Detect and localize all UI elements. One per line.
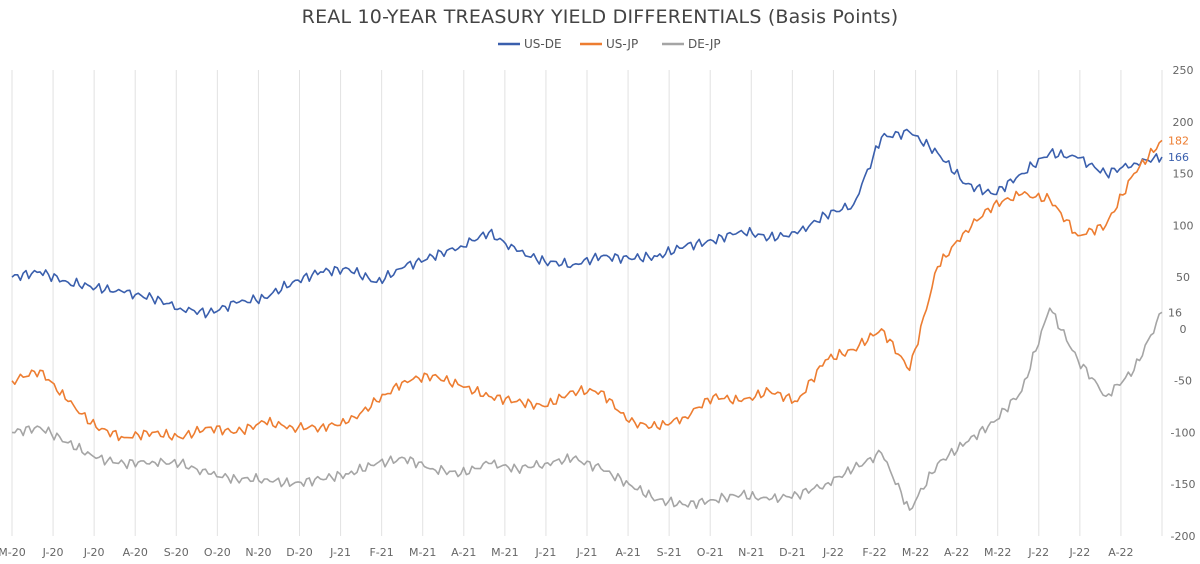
x-tick-label: A-20: [123, 546, 148, 559]
legend-label: US-JP: [606, 37, 638, 51]
end-label: 16: [1168, 306, 1182, 319]
x-tick-label: O-20: [204, 546, 231, 559]
y-tick-label: -100: [1171, 426, 1196, 439]
series-line-us-jp: [11, 139, 1163, 442]
x-tick-label: M-21: [409, 546, 436, 559]
legend-item: US-JP: [580, 37, 638, 51]
legend: US-DE US-JP DE-JP: [498, 37, 721, 51]
x-tick-label: N-21: [738, 546, 764, 559]
x-tick-label: J-22: [822, 546, 844, 559]
legend-item: DE-JP: [662, 37, 721, 51]
x-tick-label: J-20: [42, 546, 64, 559]
x-tick-label: M-22: [902, 546, 929, 559]
y-tick-label: 150: [1173, 168, 1194, 181]
legend-label: US-DE: [524, 37, 562, 51]
x-tick-label: J-21: [329, 546, 351, 559]
x-tick-label: M-21: [491, 546, 518, 559]
series-layer: [11, 128, 1163, 511]
x-tick-label: A-22: [1108, 546, 1133, 559]
chart-title: REAL 10-YEAR TREASURY YIELD DIFFERENTIAL…: [301, 6, 899, 28]
x-tick-label: J-21: [535, 546, 557, 559]
y-tick-label: 50: [1176, 271, 1190, 284]
end-labels: 182 166 16: [1168, 134, 1189, 319]
y-tick-label: 100: [1173, 219, 1194, 232]
x-tick-label: F-21: [369, 546, 393, 559]
y-tick-label: -150: [1171, 478, 1196, 491]
y-tick-label: 0: [1180, 323, 1187, 336]
x-tick-label: S-20: [164, 546, 189, 559]
x-tick-label: A-21: [615, 546, 640, 559]
y-tick-label: 200: [1173, 116, 1194, 129]
x-tick-label: J-20: [83, 546, 105, 559]
end-label: 166: [1168, 151, 1189, 164]
x-tick-label: J-22: [1068, 546, 1090, 559]
legend-label: DE-JP: [688, 37, 721, 51]
y-tick-label: 250: [1173, 64, 1194, 77]
y-axis: 250 200 150 100 50 0 -50 -100 -150 -200: [1171, 64, 1196, 543]
y-tick-label: -200: [1171, 530, 1196, 543]
x-tick-label: J-22: [1027, 546, 1049, 559]
x-axis: M-20 J-20 J-20 A-20 S-20 O-20 N-20 D-20 J-21 F-21…: [0, 546, 1134, 559]
series-line-de-jp: [11, 307, 1163, 511]
x-tick-label: A-22: [944, 546, 969, 559]
series-line-us-de: [11, 128, 1163, 319]
x-tick-label: J-21: [576, 546, 598, 559]
x-tick-label: M-22: [984, 546, 1011, 559]
x-tick-label: F-22: [862, 546, 886, 559]
end-label: 182: [1168, 134, 1189, 147]
x-tick-label: A-21: [451, 546, 476, 559]
x-tick-label: D-21: [779, 546, 805, 559]
y-tick-label: -50: [1174, 375, 1192, 388]
x-tick-label: S-21: [657, 546, 682, 559]
legend-item: US-DE: [498, 37, 562, 51]
x-tick-label: M-20: [0, 546, 26, 559]
x-tick-label: D-20: [286, 546, 312, 559]
x-tick-label: N-20: [245, 546, 271, 559]
x-tick-label: O-21: [697, 546, 724, 559]
